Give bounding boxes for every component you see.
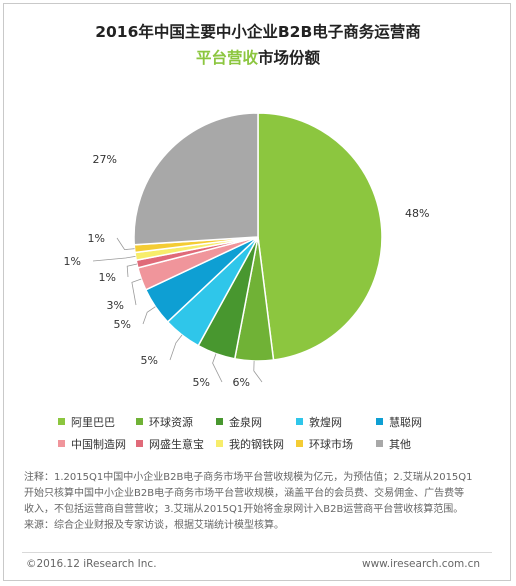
legend-swatch: [58, 440, 65, 447]
pie-slice-10: [133, 112, 259, 246]
pie-chart: 48% 6% 5% 5% 5% 3% 1% 1% 1% 27%: [64, 112, 429, 389]
footer-website: www.iresearch.com.cn: [361, 558, 480, 570]
legend-item: 网盛生意宝: [136, 436, 204, 452]
pie-slice-1: [257, 112, 383, 361]
legend-label: 敦煌网: [309, 416, 342, 429]
note-line: 收入，不包括运营商自营营收；3.艾瑞从2015Q1开始将金泉网计入B2B运营商平…: [24, 504, 464, 515]
chart-notes: 注释：1.2015Q1中国中小企业B2B电子商务市场平台营收规模为亿元，为预估值…: [24, 470, 500, 534]
legend-item: 环球资源: [136, 414, 193, 430]
legend-label: 中国制造网: [71, 438, 126, 451]
title-rest: 市场份额: [258, 49, 321, 67]
legend-swatch: [376, 440, 383, 447]
legend-swatch: [136, 418, 143, 425]
legend-swatch: [216, 440, 223, 447]
data-label-6: 3%: [107, 299, 124, 312]
legend-label: 慧聪网: [389, 416, 422, 429]
legend-item: 我的钢铁网: [216, 436, 284, 452]
legend-label: 环球资源: [149, 416, 193, 429]
note-line: 注释：1.2015Q1中国中小企业B2B电子商务市场平台营收规模为亿元，为预估值…: [24, 472, 473, 483]
legend-item: 环球市场: [296, 436, 353, 452]
legend-item: 阿里巴巴: [58, 414, 115, 430]
chart-title-line1: 2016年中国主要中小企业B2B电子商务运营商: [95, 23, 421, 41]
legend-item: 敦煌网: [296, 414, 342, 430]
leader-line-5: [142, 306, 156, 325]
legend-swatch: [58, 418, 65, 425]
leader-line-3: [212, 353, 223, 383]
legend-item: 慧聪网: [376, 414, 422, 430]
footer-divider: [22, 552, 492, 553]
data-label-8: 1%: [64, 255, 81, 268]
legend-label: 网盛生意宝: [149, 438, 204, 451]
data-label-7: 1%: [99, 271, 116, 284]
title-highlight: 平台营收: [195, 49, 258, 67]
leader-line-9: [116, 237, 135, 251]
data-label-3: 5%: [193, 376, 210, 389]
legend-swatch: [296, 418, 303, 425]
note-line: 来源：综合企业财报及专家访谈，根据艾瑞统计模型核算。: [24, 520, 284, 531]
data-label-1: 48%: [405, 207, 429, 220]
footer-copyright: ©2016.12 iResearch Inc.: [26, 558, 157, 570]
chart-title-line2: 平台营收市场份额: [0, 46, 516, 68]
legend-label: 我的钢铁网: [229, 438, 284, 451]
legend-label: 其他: [389, 438, 411, 451]
legend-label: 阿里巴巴: [71, 416, 115, 429]
data-label-5: 5%: [114, 318, 131, 331]
legend-item: 金泉网: [216, 414, 262, 430]
leader-line-2: [253, 360, 263, 383]
data-label-4: 5%: [141, 354, 158, 367]
leader-line-6: [131, 278, 142, 306]
data-label-9: 1%: [88, 232, 105, 245]
legend-label: 环球市场: [309, 438, 353, 451]
legend-label: 金泉网: [229, 416, 262, 429]
legend-swatch: [216, 418, 223, 425]
legend-item: 其他: [376, 436, 411, 452]
leader-line-7: [126, 263, 138, 278]
legend-swatch: [296, 440, 303, 447]
note-line: 开始只核算中国中小企业B2B电子商务市场平台营收规模，涵盖平台的会员费、交易佣金…: [24, 488, 465, 499]
data-label-10: 27%: [93, 153, 117, 166]
data-label-2: 6%: [233, 376, 250, 389]
leader-line-8: [92, 256, 136, 262]
legend-swatch: [376, 418, 383, 425]
leader-line-4: [169, 334, 183, 361]
legend-item: 中国制造网: [58, 436, 126, 452]
legend-swatch: [136, 440, 143, 447]
